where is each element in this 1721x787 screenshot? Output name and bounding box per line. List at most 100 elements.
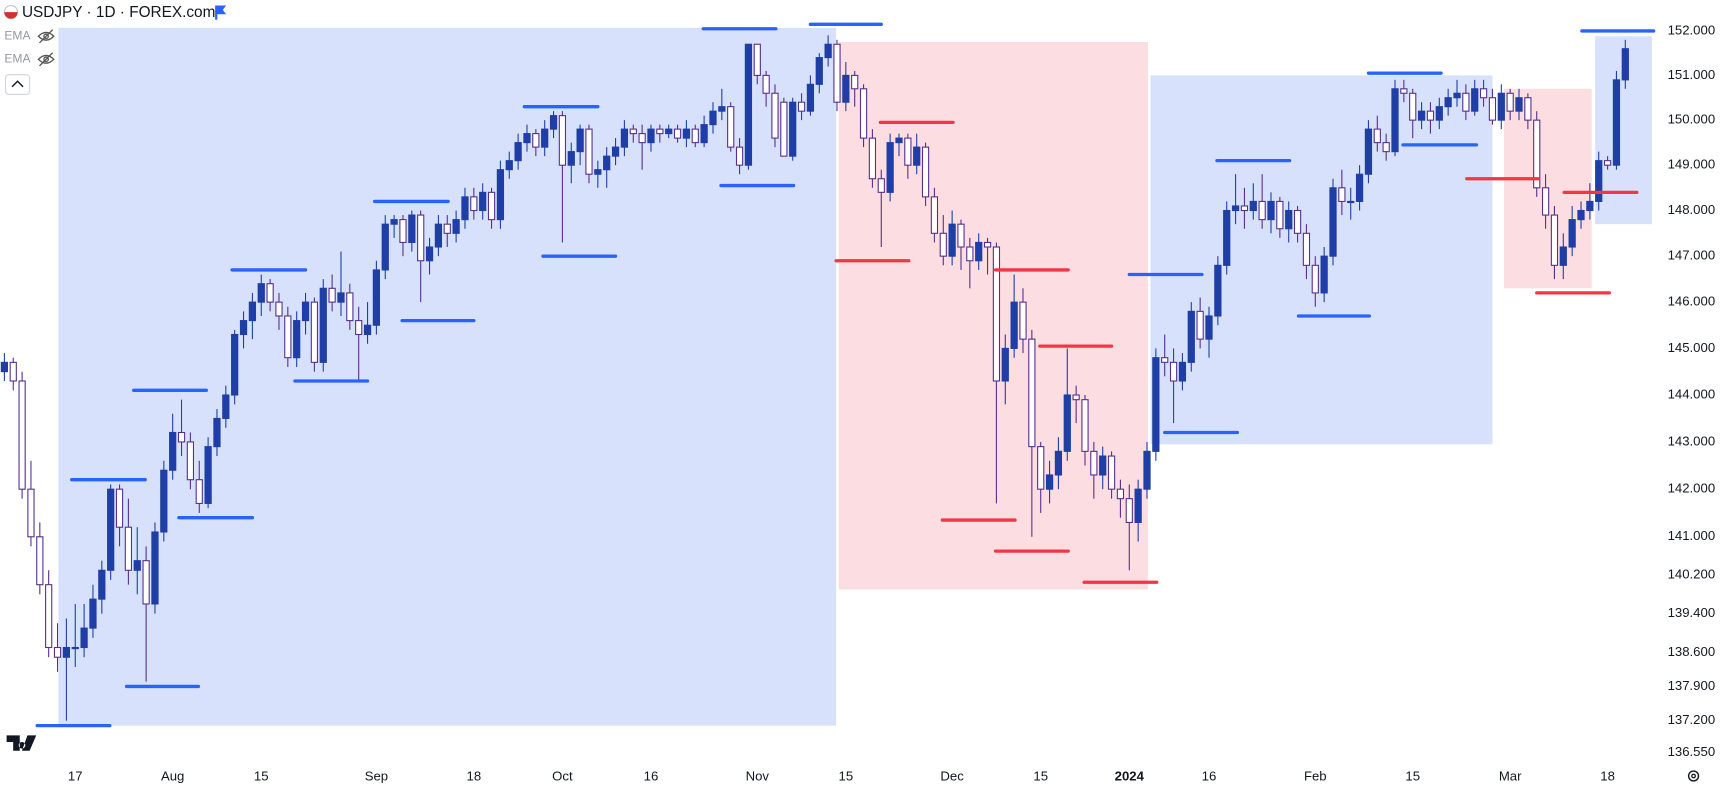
- x-tick-label: Mar: [1499, 769, 1522, 784]
- y-tick-label: 139.400: [1668, 605, 1716, 620]
- candle-body: [186, 441, 195, 481]
- x-tick-label: Oct: [552, 769, 573, 784]
- candle-body: [1612, 79, 1621, 166]
- candle-body: [27, 488, 35, 538]
- candle-body: [833, 43, 841, 103]
- candle-body: [576, 128, 584, 153]
- candle-body: [1107, 455, 1116, 490]
- candle-body: [62, 646, 71, 658]
- settings-icon[interactable]: [1687, 770, 1700, 782]
- candle-body: [558, 115, 567, 166]
- candle-body: [638, 133, 646, 144]
- y-tick-label: 143.000: [1668, 433, 1716, 448]
- candle-body: [1240, 205, 1249, 212]
- candle-body: [53, 646, 62, 658]
- candle-body: [1524, 97, 1532, 121]
- candle-body: [1444, 97, 1452, 108]
- candle-body: [815, 57, 823, 85]
- candle-body: [1302, 232, 1311, 266]
- candle-body: [1417, 110, 1426, 121]
- candle-body: [859, 88, 868, 139]
- candle-body: [1090, 450, 1098, 476]
- candle-body: [1533, 119, 1541, 189]
- candle-body: [1081, 399, 1089, 452]
- candle-body: [505, 160, 513, 171]
- candle-body: [1497, 92, 1505, 121]
- candle-body: [744, 43, 753, 166]
- candle-body: [124, 526, 133, 571]
- y-tick-label: 142.000: [1668, 481, 1716, 496]
- candle-body: [629, 128, 637, 135]
- candle-body: [594, 169, 602, 175]
- candle-body: [115, 488, 124, 528]
- candle-body: [1506, 92, 1514, 112]
- candle-body: [851, 74, 859, 90]
- candle-body: [1196, 310, 1204, 340]
- y-tick-label: 138.600: [1668, 644, 1716, 659]
- candle-body: [904, 137, 912, 166]
- candle-body: [1515, 97, 1523, 112]
- x-tick-label: 2024: [1115, 769, 1145, 784]
- candle-body: [1161, 357, 1169, 363]
- candle-body: [1285, 209, 1293, 230]
- y-tick-label: 149.000: [1668, 157, 1716, 172]
- candle-body: [248, 301, 257, 322]
- candle-body: [1187, 310, 1195, 363]
- candle-body: [231, 333, 239, 396]
- candle-body: [45, 584, 53, 649]
- x-tick-label: 16: [644, 769, 659, 784]
- candle-body: [762, 74, 770, 94]
- y-tick-label: 150.000: [1668, 112, 1716, 127]
- candle-body: [355, 320, 363, 336]
- candle-body: [328, 287, 336, 303]
- candle-body: [585, 128, 593, 175]
- y-tick-label: 152.000: [1668, 22, 1716, 37]
- candle-body: [133, 560, 141, 571]
- candle-body: [1391, 88, 1399, 153]
- indicator-label[interactable]: EMA: [4, 28, 31, 42]
- candle-body: [452, 219, 460, 234]
- candle-body: [71, 646, 79, 650]
- candle-body: [1037, 446, 1045, 490]
- candle-body: [80, 627, 88, 649]
- candle-body: [301, 301, 310, 322]
- candle-body: [983, 241, 992, 248]
- candle-body: [665, 128, 673, 135]
- flag-marker[interactable]: [215, 5, 227, 20]
- candle-body: [1054, 450, 1063, 476]
- candle-body: [1019, 301, 1027, 340]
- candle-body: [319, 287, 327, 363]
- candle-body: [1231, 205, 1240, 212]
- x-tick-label: 15: [1033, 769, 1048, 784]
- candle-body: [434, 223, 443, 248]
- candle-body: [673, 128, 682, 139]
- candle-body: [1409, 92, 1417, 121]
- y-tick-label: 136.550: [1668, 744, 1716, 759]
- candle-body: [753, 43, 761, 76]
- candle-body: [1577, 209, 1585, 221]
- chart-title: USDJPY · 1D · FOREX.com: [22, 4, 215, 21]
- candle-body: [1010, 301, 1018, 349]
- indicator-label[interactable]: EMA: [4, 51, 31, 65]
- y-tick-label: 147.000: [1668, 248, 1716, 263]
- candle-body: [771, 92, 779, 139]
- candle-body: [417, 214, 425, 262]
- candle-body: [1223, 209, 1231, 266]
- candle-body: [1329, 187, 1337, 257]
- candle-body: [89, 598, 97, 629]
- x-tick-label: 18: [467, 769, 482, 784]
- candle-body: [975, 241, 983, 262]
- candle-body: [169, 431, 177, 471]
- collapse-button[interactable]: [4, 74, 31, 95]
- candle-body: [1488, 97, 1497, 121]
- candle-body: [1462, 92, 1470, 112]
- candle-body: [718, 106, 726, 112]
- candle-body: [1595, 160, 1603, 202]
- visibility-icon[interactable]: [37, 29, 55, 67]
- candle-body: [611, 146, 620, 157]
- candle-body: [886, 142, 894, 193]
- x-tick-label: Aug: [161, 769, 184, 784]
- candle-body: [1072, 394, 1080, 401]
